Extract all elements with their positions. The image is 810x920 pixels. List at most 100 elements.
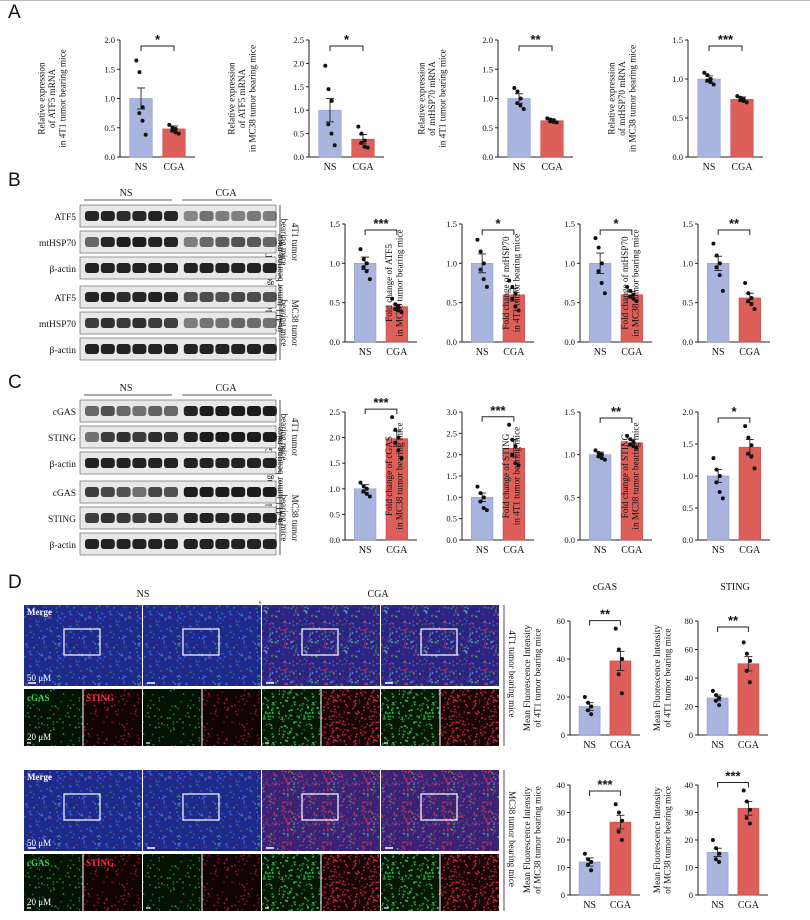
data-point bbox=[717, 273, 722, 278]
data-point bbox=[515, 89, 520, 94]
blot-band bbox=[132, 513, 147, 523]
top-divider bbox=[0, 0, 810, 1]
panel-label-d: D bbox=[8, 572, 22, 593]
x-tick-label: CGA bbox=[731, 162, 753, 173]
y-tick-label: 0.0 bbox=[564, 337, 575, 347]
significance-bracket bbox=[140, 45, 175, 51]
fluorescence-block: NS CGA Merge 50 μM cGAS STING 20 μM 4T1 tumor b… bbox=[24, 589, 517, 746]
y-axis-title-line: Fold change of mtHSP70 bbox=[620, 236, 630, 330]
significance-marker: * bbox=[155, 32, 161, 47]
data-point bbox=[599, 261, 604, 266]
chart-a-3: 0.0 0.5 1.0 1.5 NS CGA *** Relative expression o… bbox=[607, 32, 763, 173]
data-point bbox=[735, 94, 740, 99]
x-tick-label: CGA bbox=[541, 162, 563, 173]
x-tick-label: CGA bbox=[163, 162, 185, 173]
blot-row-label: β-actin bbox=[50, 265, 77, 275]
x-tick-label: CGA bbox=[352, 162, 374, 173]
blot-band bbox=[116, 344, 131, 354]
data-point bbox=[358, 480, 363, 485]
blot-band bbox=[183, 487, 198, 497]
merge-image bbox=[143, 605, 261, 686]
blot-band bbox=[215, 211, 230, 221]
chart-a-0: 0.0 0.5 1.0 1.5 2.0 NS CGA * Relative expression… bbox=[37, 32, 195, 173]
y-tick-label: 40 bbox=[557, 654, 566, 664]
green-channel-image bbox=[143, 854, 202, 911]
fluorescence-block: Merge 50 μM cGAS STING 20 μM MC38 tumor beari… bbox=[24, 770, 517, 911]
data-point bbox=[711, 82, 716, 87]
data-point bbox=[749, 443, 754, 448]
panel-label-c: C bbox=[8, 372, 22, 393]
blot-band bbox=[199, 344, 214, 354]
data-point bbox=[167, 122, 172, 127]
data-point bbox=[746, 435, 751, 440]
y-axis-title-line: Mean Fluorescence Intensity bbox=[652, 625, 662, 732]
blot-band bbox=[183, 344, 198, 354]
y-tick-label: 1.5 bbox=[446, 219, 457, 229]
blot-band bbox=[262, 211, 277, 221]
data-point bbox=[364, 491, 369, 496]
y-tick-label: 1.0 bbox=[682, 258, 693, 268]
data-point bbox=[748, 658, 753, 663]
y-tick-label: 1.0 bbox=[672, 74, 683, 84]
blot-band bbox=[148, 292, 163, 302]
data-point bbox=[507, 278, 512, 283]
blot-band bbox=[231, 318, 246, 328]
y-tick-label: 30 bbox=[685, 808, 694, 818]
data-point bbox=[396, 308, 401, 313]
blot-band bbox=[215, 344, 230, 354]
blot-row-label: STING bbox=[48, 434, 76, 444]
data-point bbox=[510, 296, 515, 301]
side-label-text: MC38 tumor bearing mice bbox=[507, 791, 517, 887]
blot-band bbox=[231, 263, 246, 273]
data-point bbox=[478, 267, 483, 272]
y-tick-label: 20 bbox=[685, 835, 694, 845]
y-tick-label: 2.0 bbox=[293, 58, 304, 68]
data-point bbox=[475, 484, 480, 489]
side-label-text: 4T1 tumor bearing mice bbox=[507, 630, 517, 717]
y-tick-label: 1.5 bbox=[329, 458, 340, 468]
panel-label-b: B bbox=[8, 170, 21, 191]
y-tick-label: 1.5 bbox=[672, 35, 683, 45]
data-point bbox=[364, 486, 369, 491]
y-tick-label: 20 bbox=[557, 692, 566, 702]
green-channel-image bbox=[143, 689, 202, 746]
y-axis-title: Fold change of mtHSP70 in 4T1 tumor beari… bbox=[501, 234, 522, 332]
merge-label: Merge bbox=[27, 772, 52, 782]
significance-marker: *** bbox=[373, 216, 389, 231]
data-point bbox=[365, 145, 370, 150]
y-tick-label: 1.5 bbox=[682, 439, 693, 449]
y-tick-label: 0.0 bbox=[329, 337, 340, 347]
data-point bbox=[361, 489, 366, 494]
blot-band bbox=[148, 513, 163, 523]
y-tick-label: 1.5 bbox=[482, 64, 493, 74]
zoom-box bbox=[301, 793, 339, 821]
data-point bbox=[513, 291, 518, 296]
blot-band bbox=[148, 458, 163, 468]
data-point bbox=[140, 118, 145, 123]
blot-row-label: ATF5 bbox=[54, 213, 76, 223]
blot-band bbox=[85, 344, 99, 354]
blot-band bbox=[183, 539, 198, 549]
zoom-box bbox=[182, 793, 220, 821]
blot-band bbox=[164, 263, 178, 273]
y-axis-title-line: Relative expression bbox=[417, 62, 427, 135]
data-point bbox=[616, 829, 621, 834]
y-tick-label: 0.0 bbox=[446, 535, 457, 545]
x-tick-label: NS bbox=[324, 162, 337, 173]
data-point bbox=[515, 101, 520, 106]
blot-side-label-line: MC38 tumor bbox=[290, 300, 300, 347]
x-tick-label: CGA bbox=[738, 740, 760, 751]
bar-cga bbox=[737, 808, 760, 896]
blot-band bbox=[85, 487, 99, 497]
y-tick-label: 0 bbox=[561, 890, 565, 900]
zoom-box bbox=[182, 628, 220, 656]
data-point bbox=[596, 245, 601, 250]
blot-band bbox=[132, 211, 147, 221]
blot-band bbox=[116, 211, 131, 221]
y-tick-label: 0.5 bbox=[293, 129, 304, 139]
data-point bbox=[393, 302, 398, 307]
data-point bbox=[634, 299, 639, 304]
blot-band bbox=[262, 344, 277, 354]
blot-band bbox=[116, 237, 131, 247]
y-axis-title-line: of ATF5 mRNA bbox=[237, 69, 247, 129]
